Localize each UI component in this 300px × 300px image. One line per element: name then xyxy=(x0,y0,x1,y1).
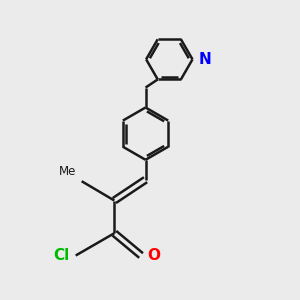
Text: Cl: Cl xyxy=(53,248,69,263)
Text: O: O xyxy=(148,248,160,263)
Text: Me: Me xyxy=(59,165,76,178)
Text: N: N xyxy=(199,52,212,67)
